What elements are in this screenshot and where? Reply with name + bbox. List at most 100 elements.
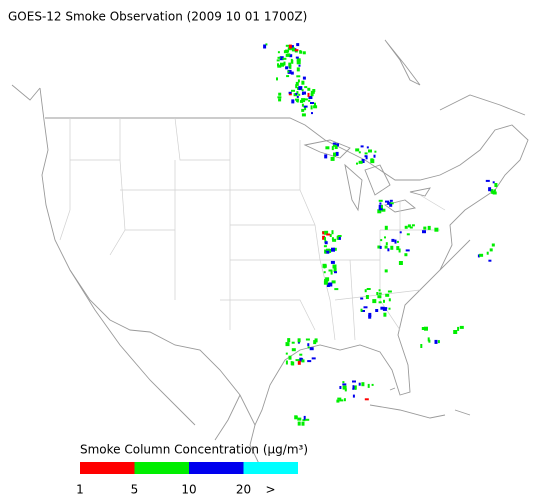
smoke-pixel (285, 53, 290, 57)
smoke-pixel (285, 342, 290, 347)
smoke-pixel (485, 179, 490, 182)
smoke-pixel (404, 225, 408, 229)
smoke-pixel (283, 61, 286, 66)
smoke-pixel (325, 250, 330, 254)
smoke-pixel (324, 230, 329, 235)
caribbean (369, 387, 471, 419)
smoke-pixel (421, 327, 426, 330)
smoke-pixel (288, 91, 292, 94)
basemap (11, 39, 529, 471)
smoke-pixel (491, 243, 495, 247)
smoke-pixel (337, 235, 342, 237)
smoke-pixel (344, 388, 347, 392)
smoke-pixel (489, 248, 493, 252)
smoke-pixel (360, 308, 363, 312)
smoke-pixel (304, 107, 307, 111)
smoke-pixel (406, 233, 410, 236)
smoke-pixel (309, 347, 314, 351)
smoke-pixel (361, 382, 365, 387)
smoke-pixel (308, 96, 313, 99)
smoke-pixel (356, 162, 358, 165)
color-bar-label: 10 (181, 483, 196, 497)
smoke-pixel (288, 44, 292, 49)
smoke-pixel (335, 143, 339, 147)
smoke-pixel (310, 105, 313, 110)
smoke-pixel (305, 418, 310, 421)
smoke-pixel (298, 64, 301, 67)
smoke-pixel (287, 338, 291, 343)
smoke-pixel (277, 56, 281, 59)
smoke-pixel (301, 108, 305, 112)
smoke-pixel (312, 89, 316, 92)
smoke-pixel (301, 89, 304, 92)
smoke-pixel (263, 44, 267, 49)
smoke-pixel (331, 237, 334, 241)
smoke-pixel (368, 149, 372, 153)
smoke-pixel (294, 415, 298, 419)
smoke-pixel (490, 189, 494, 193)
smoke-pixel (297, 417, 302, 421)
smoke-pixel (313, 105, 318, 109)
smoke-pixel (355, 148, 360, 152)
smoke-pixel (358, 160, 363, 164)
map-title: GOES-12 Smoke Observation (2009 10 01 17… (8, 10, 307, 24)
smoke-pixel (379, 202, 382, 205)
smoke-pixel (459, 325, 464, 329)
smoke-pixel (285, 44, 290, 47)
smoke-pixel (363, 306, 368, 309)
smoke-pixel (295, 84, 298, 89)
color-bar-segment (80, 462, 135, 474)
smoke-pixel (378, 292, 382, 295)
smoke-pixel (323, 280, 328, 285)
smoke-pixel (307, 346, 310, 349)
smoke-pixel (383, 299, 385, 303)
smoke-pixel (324, 279, 329, 281)
smoke-pixel (387, 290, 392, 293)
smoke-pixel (287, 69, 292, 74)
smoke-pixel (323, 271, 326, 274)
smoke-pixel (331, 247, 335, 252)
smoke-pixel (342, 381, 345, 384)
smoke-pixel (389, 199, 393, 202)
smoke-pixel (360, 145, 364, 148)
smoke-pixel (457, 326, 460, 331)
smoke-pixel (297, 360, 301, 365)
smoke-pixel (296, 58, 301, 62)
smoke-pixel (289, 54, 293, 58)
smoke-pixel (378, 301, 382, 304)
smoke-pixel (291, 47, 295, 52)
smoke-pixel (307, 92, 310, 97)
smoke-pixel (366, 288, 371, 290)
smoke-pixel (290, 58, 293, 63)
smoke-pixel (378, 199, 383, 202)
smoke-pixel (336, 399, 340, 403)
smoke-pixel (288, 355, 292, 360)
smoke-pixel (296, 100, 299, 103)
smoke-pixel (291, 341, 295, 344)
smoke-pixel (301, 421, 305, 426)
smoke-pixel (277, 63, 279, 67)
smoke-pixel (311, 357, 316, 360)
smoke-pixel (371, 383, 374, 386)
smoke-pixel (291, 361, 295, 366)
smoke-pixel (352, 385, 355, 390)
smoke-pixel (396, 246, 400, 251)
smoke-pixel (427, 337, 430, 342)
smoke-pixel (422, 230, 426, 234)
smoke-pixel (308, 99, 311, 102)
smoke-pixel (364, 289, 367, 293)
smoke-pixel (299, 353, 303, 356)
smoke-pixel (437, 340, 440, 344)
smoke-pixel (322, 235, 326, 240)
smoke-pixel (342, 383, 347, 386)
smoke-pixel (326, 233, 331, 236)
smoke-pixel (388, 307, 391, 310)
smoke-pixel (376, 292, 379, 295)
smoke-pixel (325, 146, 330, 150)
color-bar-label: > (265, 483, 275, 497)
smoke-pixel (331, 280, 336, 284)
smoke-pixel (291, 348, 296, 352)
smoke-pixel (396, 240, 399, 243)
smoke-pixel (278, 98, 282, 102)
